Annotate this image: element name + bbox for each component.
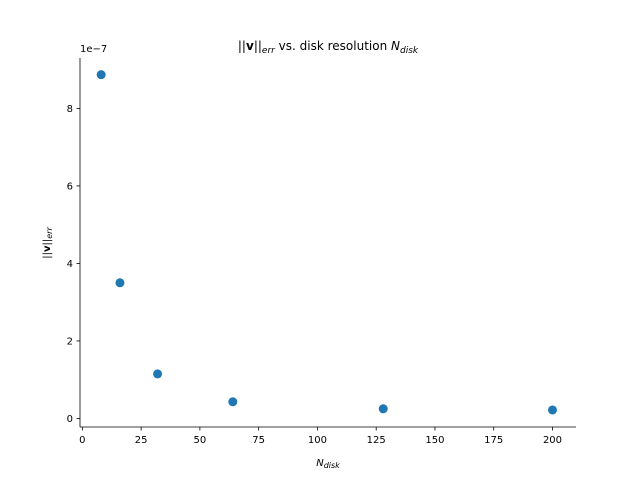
- data-point: [96, 70, 106, 80]
- y-tick-label: 6: [67, 181, 73, 192]
- chart-title: ||v||err vs. disk resolution Ndisk: [238, 39, 419, 56]
- x-tick-label: 25: [135, 435, 148, 446]
- y-tick-label: 0: [67, 414, 73, 425]
- ticks-layer: 0 25 50 75 100 125 150 175 200 0 2 4 6 8: [67, 104, 562, 446]
- y-tick-label: 8: [67, 104, 73, 115]
- x-tick-label: 175: [484, 435, 503, 446]
- y-offset-text: 1e−7: [80, 44, 107, 55]
- y-axis-label: ||v||err: [42, 227, 54, 259]
- data-point: [115, 278, 125, 288]
- x-tick-label: 50: [194, 435, 207, 446]
- x-tick-label: 200: [543, 435, 562, 446]
- x-axis-label: Ndisk: [316, 458, 340, 470]
- x-tick-label: 75: [252, 435, 265, 446]
- y-tick-label: 4: [67, 259, 73, 270]
- data-point: [547, 405, 557, 415]
- data-point: [378, 404, 388, 414]
- points-layer: [96, 70, 557, 415]
- data-point: [153, 369, 163, 379]
- x-tick-label: 125: [367, 435, 386, 446]
- x-tick-label: 150: [425, 435, 444, 446]
- x-tick-label: 100: [308, 435, 327, 446]
- x-tick-label: 0: [79, 435, 85, 446]
- data-point: [228, 397, 238, 407]
- y-tick-label: 2: [67, 336, 73, 347]
